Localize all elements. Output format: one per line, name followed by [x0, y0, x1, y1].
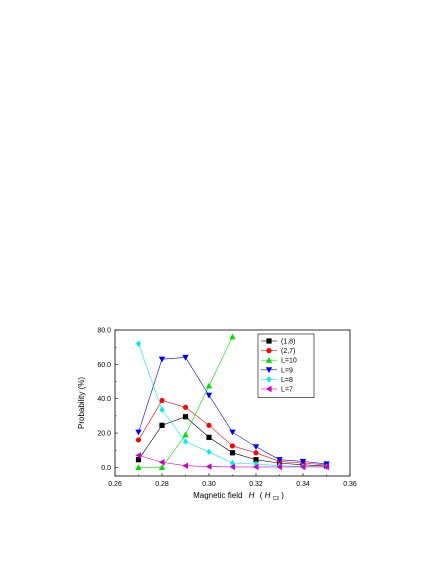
x-axis-ticks: 0.26 0.28 0.30 0.32 0.34 0.36 — [108, 473, 357, 488]
data-point — [206, 448, 212, 456]
x-tick-label: 0.36 — [343, 481, 357, 488]
data-point — [135, 452, 142, 459]
legend-marker — [266, 338, 272, 344]
data-point — [205, 463, 212, 470]
data-point — [182, 462, 189, 469]
legend-item: (2,7) — [261, 348, 295, 355]
data-point — [253, 457, 259, 463]
y-axis-label: Probability (%) — [77, 377, 86, 429]
data-point — [158, 356, 166, 363]
legend-marker — [265, 357, 273, 363]
data-point — [323, 463, 330, 471]
x-tick-label: 0.32 — [249, 481, 263, 488]
x-tick-label: 0.34 — [296, 481, 310, 488]
legend-label: (2,7) — [281, 348, 295, 355]
x-axis-label: Magnetic field H ( H C2 ) — [193, 491, 284, 502]
data-point — [252, 444, 260, 450]
data-point — [135, 437, 142, 443]
data-point — [206, 422, 212, 428]
x-tick-label: 0.28 — [155, 481, 169, 488]
legend-item: L=7 — [261, 385, 293, 394]
data-point — [229, 463, 236, 471]
data-point — [205, 382, 213, 389]
series-3 — [135, 354, 330, 468]
x-axis-label-prefix: Magnetic field — [193, 491, 242, 500]
data-point — [159, 422, 165, 428]
data-point — [159, 406, 165, 414]
y-axis-ticks: 0.0 20.0 40.0 60.0 80.0 — [97, 328, 118, 472]
series-layer — [135, 333, 330, 471]
legend-item: L=10 — [261, 357, 297, 365]
legend-label: L=10 — [281, 358, 297, 365]
data-point — [135, 429, 142, 436]
data-point — [229, 450, 236, 456]
data-point — [158, 459, 165, 466]
data-point — [229, 443, 236, 449]
x-axis-label-unit-open: ( — [260, 491, 263, 500]
x-tick-label: 0.30 — [202, 481, 216, 488]
data-point — [182, 354, 189, 361]
x-axis-label-var: H — [249, 491, 255, 500]
x-axis-label-unit-var: H — [265, 491, 271, 500]
data-point — [299, 458, 307, 465]
data-point — [158, 464, 166, 470]
series-2 — [135, 333, 236, 470]
legend: (1,8) (2,7) L=10 L=9 L=8 L=7 — [257, 333, 315, 398]
y-tick-label: 60.0 — [97, 362, 111, 369]
x-axis-label-unit-sub: C2 — [273, 496, 280, 502]
x-axis-label-unit-close: ) — [281, 491, 284, 500]
legend-item: L=8 — [261, 376, 293, 384]
y-tick-label: 80.0 — [97, 328, 111, 335]
legend-marker — [265, 367, 273, 373]
data-point — [206, 434, 212, 440]
data-point — [205, 392, 213, 399]
legend-marker — [266, 376, 272, 383]
legend-label: L=8 — [281, 377, 293, 384]
legend-item: (1,8) — [261, 338, 295, 346]
data-point — [135, 464, 142, 470]
series-5 — [135, 452, 330, 471]
data-point — [229, 333, 236, 340]
legend-item: L=9 — [261, 367, 293, 374]
x-tick-label: 0.26 — [108, 481, 122, 488]
data-point — [182, 438, 189, 445]
data-point — [135, 457, 142, 463]
legend-label: L=7 — [281, 387, 293, 394]
data-point — [252, 463, 259, 471]
data-point — [253, 450, 259, 456]
data-point — [182, 431, 189, 438]
legend-label: L=9 — [281, 367, 293, 374]
data-point — [135, 340, 142, 347]
series-line — [138, 416, 327, 467]
data-point — [276, 463, 283, 471]
y-tick-label: 0.0 — [101, 465, 111, 472]
legend-marker — [266, 348, 272, 354]
data-point — [276, 457, 283, 463]
data-point — [182, 404, 189, 410]
y-tick-label: 40.0 — [97, 396, 111, 403]
data-point — [229, 429, 236, 436]
legend-marker — [265, 385, 272, 393]
data-point — [159, 397, 165, 404]
y-tick-label: 20.0 — [97, 431, 111, 438]
legend-label: (1,8) — [281, 339, 295, 346]
data-point — [299, 463, 306, 471]
legend-box — [257, 333, 315, 398]
data-point — [182, 414, 189, 420]
